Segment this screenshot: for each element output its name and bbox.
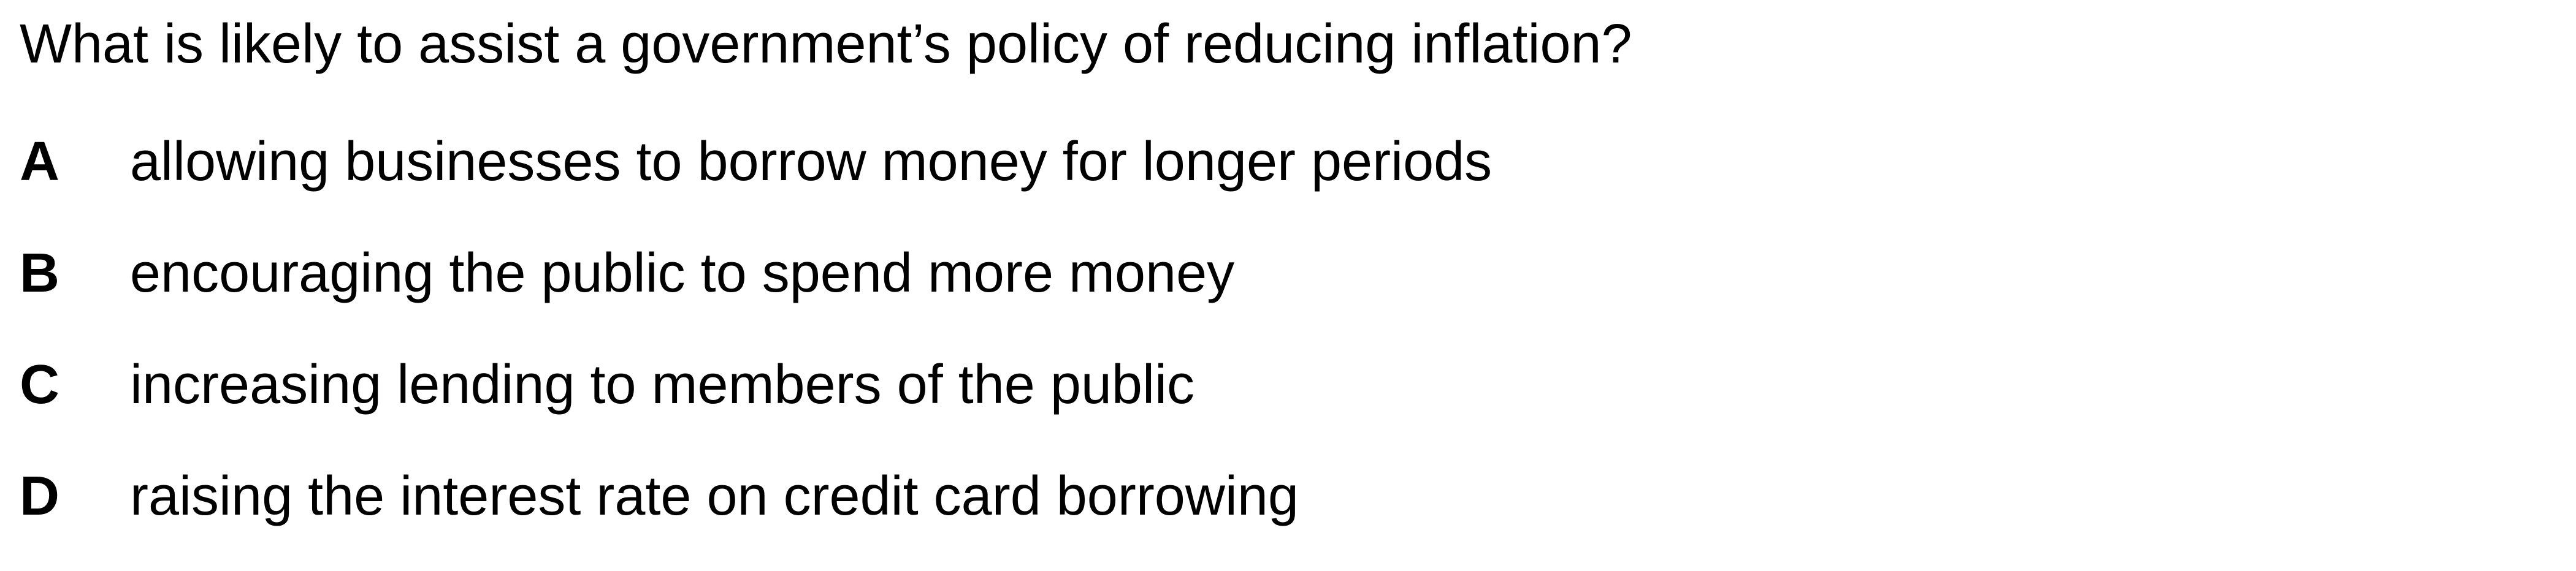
option-text: encouraging the public to spend more mon… xyxy=(130,243,1235,304)
option-text: allowing businesses to borrow money for … xyxy=(130,131,1492,192)
question-text: What is likely to assist a government’s … xyxy=(20,13,1632,75)
option-letter: C xyxy=(20,354,59,415)
option-text: raising the interest rate on credit card… xyxy=(130,466,1299,527)
option-letter: A xyxy=(20,131,59,192)
option-letter: D xyxy=(20,466,59,527)
option-letter: B xyxy=(20,243,59,304)
option-text: increasing lending to members of the pub… xyxy=(130,354,1194,415)
